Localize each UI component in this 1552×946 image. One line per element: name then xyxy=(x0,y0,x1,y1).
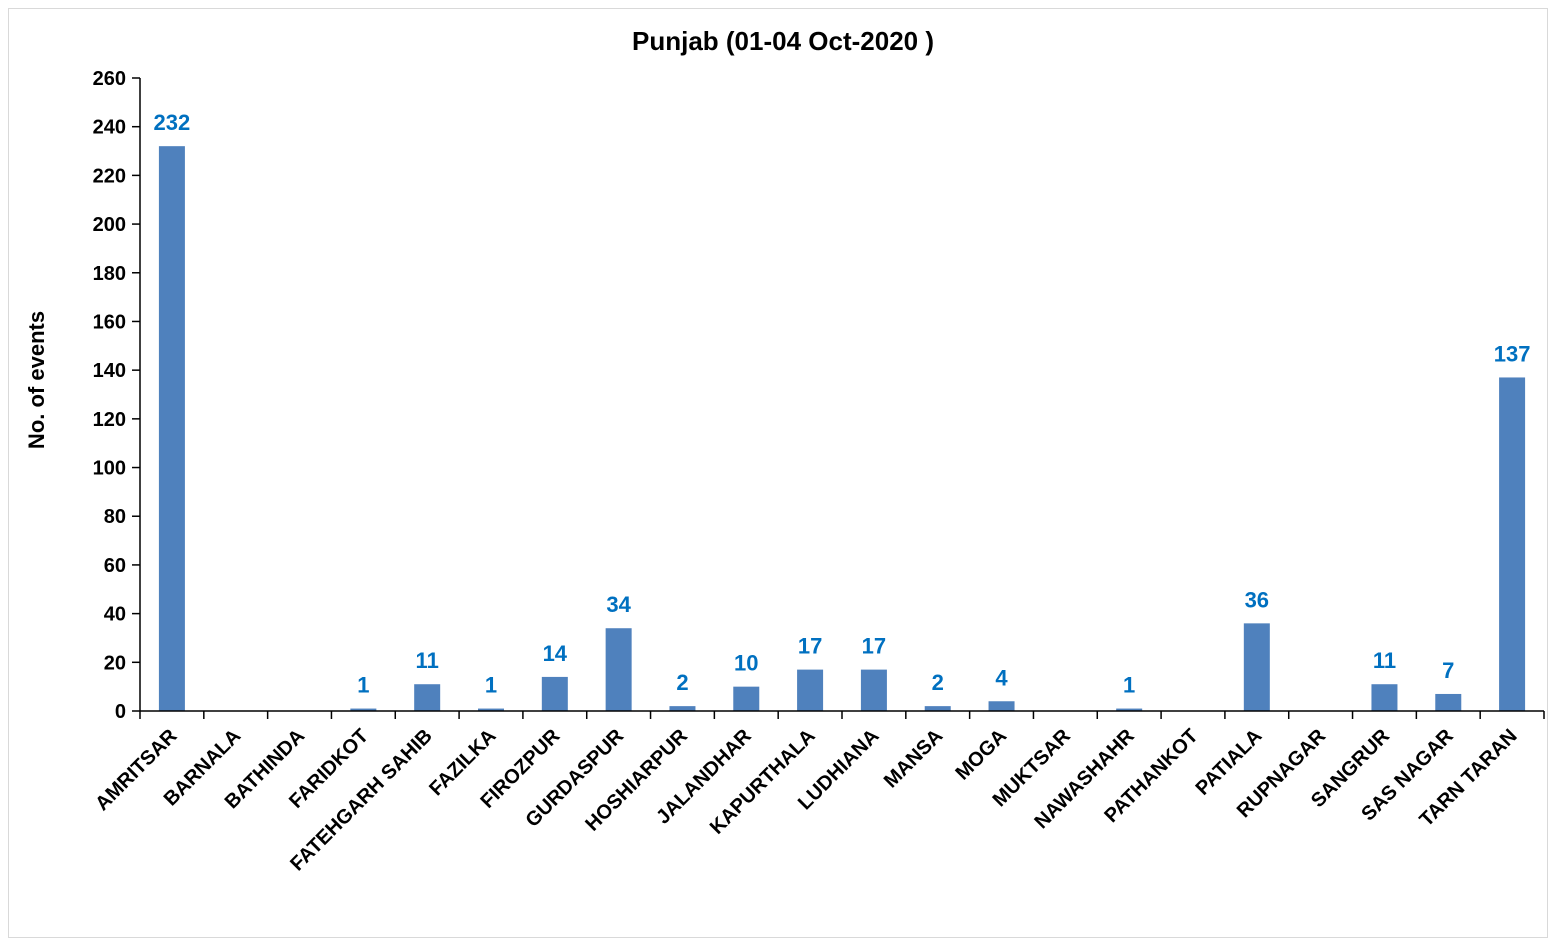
y-tick-label: 80 xyxy=(104,506,126,528)
bar xyxy=(924,706,951,711)
bar xyxy=(797,669,824,711)
bar xyxy=(541,676,568,711)
bar xyxy=(669,706,696,711)
bar xyxy=(414,684,441,711)
data-label: 232 xyxy=(154,110,191,135)
y-tick-label: 120 xyxy=(93,409,126,431)
data-label: 7 xyxy=(1442,658,1454,683)
bar xyxy=(1116,708,1143,711)
data-label: 11 xyxy=(1373,648,1396,673)
x-axis-ticks: AMRITSARBARNALABATHINDAFARIDKOTFATEHGARH… xyxy=(91,725,1521,876)
data-label: 14 xyxy=(543,641,568,666)
data-label: 11 xyxy=(416,648,439,673)
data-label: 1 xyxy=(357,673,369,698)
data-label: 2 xyxy=(932,670,944,695)
y-tick-label: 0 xyxy=(115,701,126,723)
data-label: 10 xyxy=(734,651,758,676)
x-tick-label: MANSA xyxy=(880,725,947,792)
chart-frame xyxy=(8,8,1548,938)
y-axis-label: No. of events xyxy=(24,311,49,449)
data-label: 137 xyxy=(1494,341,1531,366)
bar xyxy=(733,686,760,711)
bars xyxy=(158,146,1526,711)
data-label: 1 xyxy=(485,673,497,698)
y-tick-label: 180 xyxy=(93,263,126,285)
data-label: 17 xyxy=(798,634,822,659)
data-label: 17 xyxy=(862,634,886,659)
bar xyxy=(478,708,504,711)
x-tick-label: MOGA xyxy=(952,725,1012,785)
data-label: 36 xyxy=(1245,587,1269,612)
y-tick-label: 140 xyxy=(93,360,126,382)
bar xyxy=(1435,693,1462,711)
bar xyxy=(1499,377,1526,711)
y-axis-ticks: 0 20 40 60 80 100 120 140 160 180 200 220 240 260 xyxy=(93,68,126,723)
y-tick-label: 40 xyxy=(104,604,126,626)
axes xyxy=(132,77,1545,719)
bar xyxy=(605,628,632,711)
bar xyxy=(1243,623,1270,711)
bar xyxy=(158,146,185,711)
bar xyxy=(350,708,377,711)
y-tick-label: 240 xyxy=(93,117,126,139)
data-label: 2 xyxy=(676,670,688,695)
y-tick-label: 260 xyxy=(93,68,126,90)
bar xyxy=(860,669,887,711)
data-label: 1 xyxy=(1123,673,1135,698)
chart-title: Punjab (01-04 Oct-2020 ) xyxy=(632,26,934,56)
data-label: 4 xyxy=(995,665,1008,690)
y-tick-label: 160 xyxy=(93,311,126,333)
bar xyxy=(988,701,1015,711)
y-tick-label: 100 xyxy=(93,458,126,480)
y-tick-label: 200 xyxy=(93,214,126,236)
bar xyxy=(1371,684,1398,711)
y-tick-label: 220 xyxy=(93,165,126,187)
y-tick-label: 20 xyxy=(104,652,126,674)
data-label: 34 xyxy=(606,592,631,617)
y-tick-label: 60 xyxy=(104,555,126,577)
